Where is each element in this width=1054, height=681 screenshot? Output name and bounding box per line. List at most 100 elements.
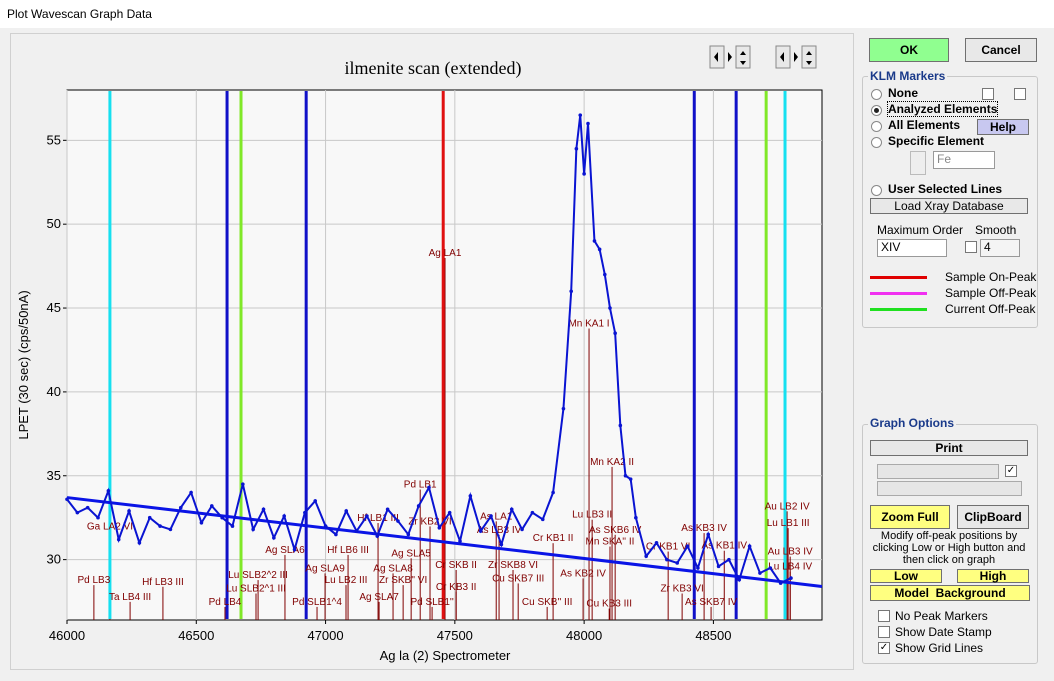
radio[interactable] xyxy=(871,89,882,100)
scan-point xyxy=(747,544,752,549)
klm-label: Ag SLA6 xyxy=(265,545,305,556)
legend-swatch xyxy=(870,276,927,279)
scan-point xyxy=(574,146,579,151)
legend-label: Sample Off-Peak xyxy=(945,286,1037,300)
scan-point xyxy=(168,527,173,532)
y-tick-label: 40 xyxy=(47,384,61,399)
spinner[interactable] xyxy=(775,45,817,69)
radio[interactable] xyxy=(871,185,882,196)
klm-label: Ag SLA7 xyxy=(359,592,399,603)
checkbox[interactable] xyxy=(982,88,994,100)
chart: ilmenite scan (extended) Ag la (2) Spect… xyxy=(16,45,823,663)
zoom-button[interactable]: Zoom Full xyxy=(870,505,950,529)
scan-point xyxy=(603,272,607,277)
scan-point xyxy=(396,519,400,523)
scan-point xyxy=(499,542,504,547)
scan-line xyxy=(66,115,792,585)
load-button[interactable]: Load Xray Database xyxy=(870,198,1028,214)
order-select[interactable]: XIV xyxy=(877,239,947,257)
scan-point xyxy=(272,536,276,540)
scan-point xyxy=(344,509,349,513)
x-tick-label: 47000 xyxy=(307,628,343,643)
spinner[interactable] xyxy=(709,45,751,69)
klm-label: Zr KB3 VI xyxy=(660,583,703,594)
legend-label: Sample On-Peak xyxy=(945,270,1037,284)
x-tick-label: 47500 xyxy=(437,628,473,643)
klm-label: Pd SLB1^4 xyxy=(292,597,342,608)
klm-label: Hf LB6 III xyxy=(327,545,369,556)
instruction-text: clicking Low or High button and xyxy=(872,542,1026,554)
help-button[interactable]: Help xyxy=(977,119,1029,135)
label: Smooth xyxy=(975,223,1017,237)
klm-label: Pd SLB1'' xyxy=(410,597,453,608)
print-button[interactable]: Print xyxy=(870,440,1028,456)
scan-point xyxy=(406,532,411,537)
scan-point xyxy=(758,571,762,575)
klm-label: Cu SKB7 III xyxy=(492,573,544,584)
scan-point xyxy=(561,406,566,411)
progress-bar xyxy=(877,481,1022,496)
klm-group xyxy=(862,76,1038,328)
x-tick-label: 46000 xyxy=(49,628,85,643)
scan-point xyxy=(706,532,711,537)
klm-label: As LA1 xyxy=(480,511,513,522)
klm-label: As SKB7 IV xyxy=(685,597,738,608)
radio-label: None xyxy=(888,86,918,100)
scan-point xyxy=(737,577,742,582)
model-background-button[interactable]: Model Background xyxy=(870,585,1030,601)
radio[interactable] xyxy=(871,105,882,116)
scan-point xyxy=(597,247,602,252)
checkbox[interactable]: ✓ xyxy=(1005,465,1017,477)
scan-point xyxy=(540,517,545,522)
scan-point xyxy=(618,423,623,428)
scan-point xyxy=(282,514,286,518)
scan-point xyxy=(608,306,612,310)
scan-point xyxy=(127,509,131,513)
klm-label: Ag SLA9 xyxy=(305,563,345,574)
scan-point xyxy=(365,514,369,518)
scan-point xyxy=(261,507,266,512)
element-select[interactable]: Fe xyxy=(933,151,995,169)
scan-point xyxy=(147,515,152,520)
checkbox[interactable] xyxy=(878,626,890,638)
high-button[interactable]: High xyxy=(957,569,1029,583)
y-tick-label: 50 xyxy=(47,216,61,231)
klm-label: Lu SLB2^1 III xyxy=(226,583,286,594)
checkbox[interactable] xyxy=(878,610,890,622)
scan-point xyxy=(569,289,573,294)
low-button[interactable]: Low xyxy=(870,569,942,583)
scan-point xyxy=(241,482,245,486)
spinner[interactable] xyxy=(910,151,926,175)
checkbox-label: Show Grid Lines xyxy=(895,641,984,655)
smooth-select[interactable]: 4 xyxy=(980,239,1020,257)
scan-point xyxy=(137,541,142,545)
klm-label: Cu SKB'' III xyxy=(522,597,573,608)
ok-button[interactable]: OK xyxy=(869,38,949,62)
checkbox-label: No Peak Markers xyxy=(895,609,988,623)
scan-point xyxy=(582,172,586,176)
checkbox[interactable]: ✓ xyxy=(878,642,890,654)
cancel-button[interactable]: Cancel xyxy=(965,38,1037,62)
scan-point xyxy=(551,490,555,495)
scan-point xyxy=(628,477,633,481)
klm-label: Pd LB3 xyxy=(77,575,110,586)
scan-point xyxy=(665,557,669,562)
scan-point xyxy=(292,547,297,552)
klm-label: Pd LB1 xyxy=(404,480,437,491)
scan-point xyxy=(375,534,380,538)
radio[interactable] xyxy=(871,137,882,148)
scan-point xyxy=(313,499,318,503)
klm-label: Ag LA1 xyxy=(429,248,462,259)
checkbox[interactable] xyxy=(965,241,977,253)
clipboard-button[interactable]: ClipBoard xyxy=(957,505,1029,529)
scan-point xyxy=(623,473,628,478)
scan-point xyxy=(489,514,493,518)
klm-label: As SKB6 IV xyxy=(589,525,642,536)
checkbox[interactable] xyxy=(1014,88,1026,100)
scan-point xyxy=(520,527,524,532)
klm-label: As KB1 IV xyxy=(701,541,747,552)
scan-point xyxy=(437,525,442,530)
klm-label: Mn KA1 I xyxy=(568,318,609,329)
radio-label: User Selected Lines xyxy=(888,182,1003,196)
radio[interactable] xyxy=(871,121,882,132)
